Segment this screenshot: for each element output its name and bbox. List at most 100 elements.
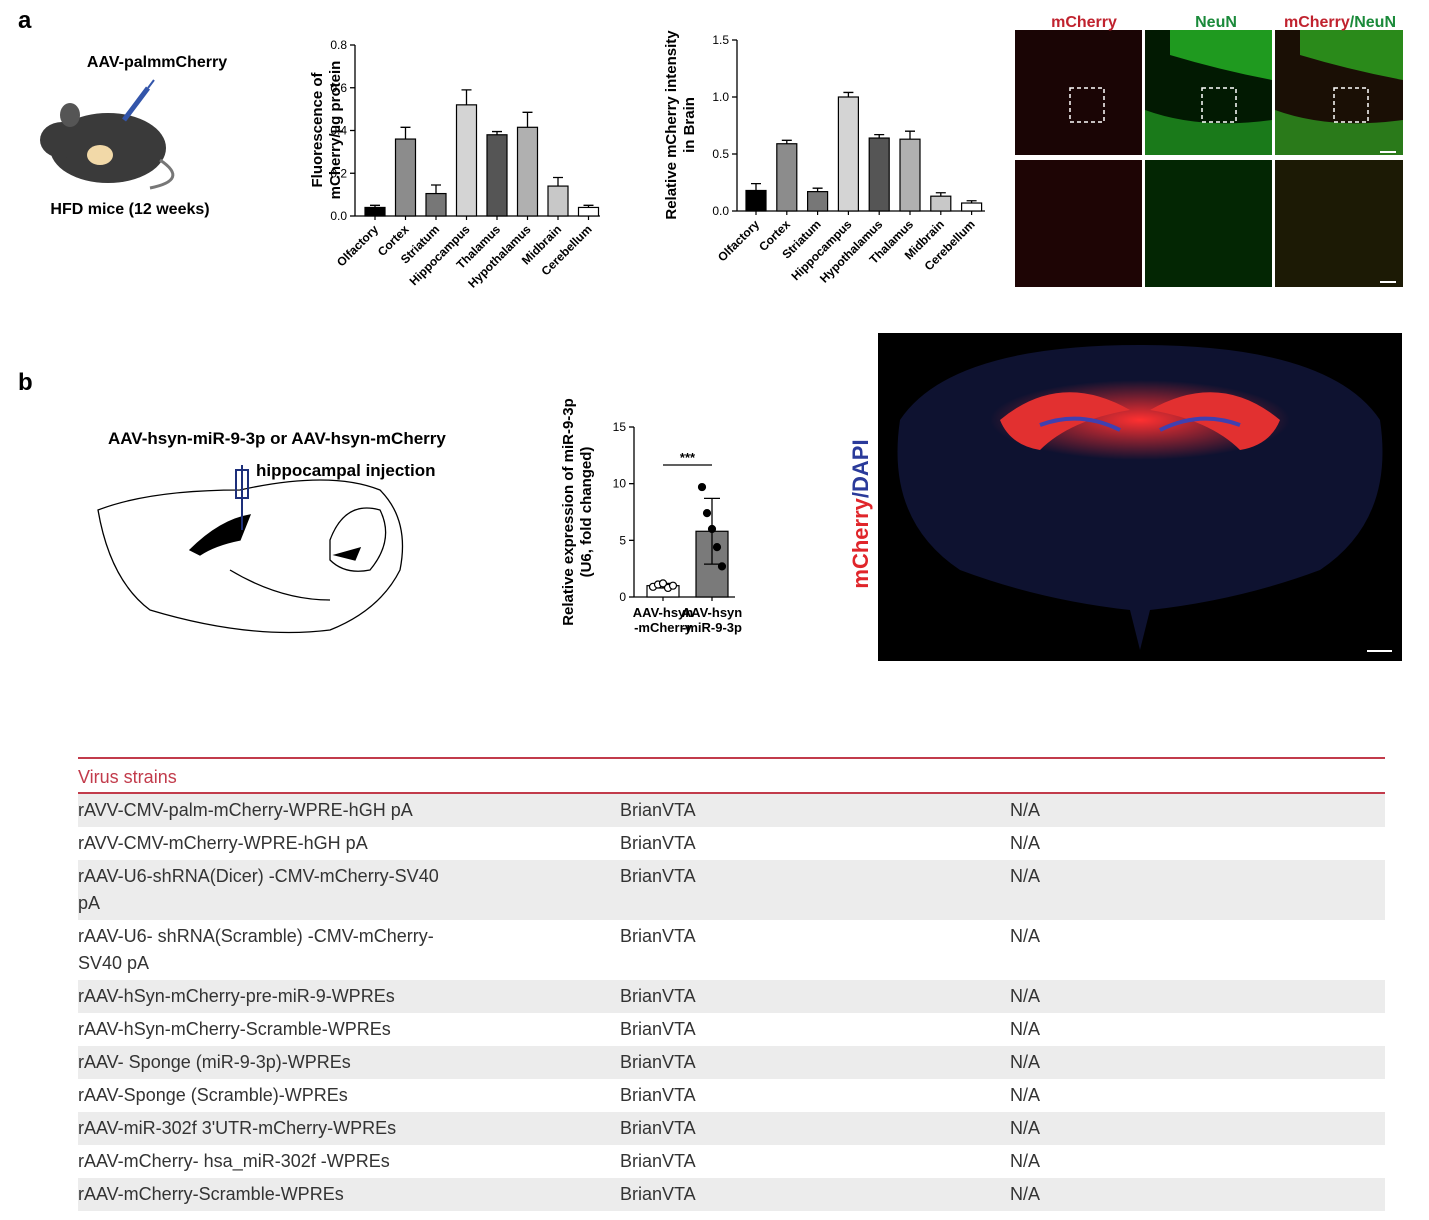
error-bar	[522, 111, 533, 128]
brain-image	[878, 333, 1402, 661]
bar	[577, 206, 600, 217]
table-cell: N/A	[1010, 1082, 1040, 1109]
y-tick-label: 1.5	[712, 33, 729, 47]
image-label: mCherry/NeuN	[1284, 14, 1396, 31]
x-tick-label: AAV-hsyn -mCherry	[633, 605, 693, 635]
table-cell: rAAV-mCherry- hsa_miR-302f -WPREs	[78, 1148, 620, 1175]
table-row: rAAV-miR-302f 3'UTR-mCherry-WPREs BrianVT…	[78, 1112, 1385, 1145]
table-header: Virus strains	[78, 759, 1385, 794]
error-bar	[781, 139, 792, 144]
mouse-drawing	[40, 79, 175, 190]
y-tick-label: 15	[613, 420, 627, 434]
cell-text: rAAV-U6-shRNA(Dicer) -CMV-mCherry-SV40 p…	[78, 866, 439, 913]
significance-label: ***	[680, 450, 696, 465]
cell-text: BrianVTA	[620, 1019, 696, 1039]
cell-text: N/A	[1010, 926, 1041, 946]
bar	[486, 134, 508, 217]
table-cell: rAAV-mCherry-Scramble-WPREs	[78, 1181, 620, 1208]
x-tick-label: Olfactory	[715, 217, 762, 264]
table-cell: rAAV- Sponge (miR-9-3p)-WPREs	[78, 1049, 620, 1076]
error-bar	[400, 126, 411, 140]
cell-text: rAAV-Sponge (Scramble)-WPREs	[78, 1085, 348, 1105]
x-tick-label-line: -miR-9-3p	[682, 620, 742, 635]
bar	[364, 206, 386, 217]
cell-text: rAAV-hSyn-mCherry-Scramble-WPREs	[78, 1019, 391, 1039]
cell-text: BrianVTA	[620, 1151, 696, 1171]
table-row: rAAV-mCherry-Scramble-WPREs BrianVTA N/A	[78, 1178, 1385, 1211]
y-axis-label-line: in Brain	[681, 97, 698, 153]
table-cell: rAAV-U6-shRNA(Dicer) -CMV-mCherry-SV40 p…	[78, 863, 620, 917]
table-cell: BrianVTA	[620, 797, 1010, 824]
table-row: rAAV-Sponge (Scramble)-WPREs BrianVTA N/A	[78, 1079, 1385, 1112]
table-cell: rAVV-CMV-palm-mCherry-WPRE-hGH pA	[78, 797, 620, 824]
table-cell: BrianVTA	[620, 1115, 1010, 1142]
panel-label: a	[18, 7, 32, 34]
x-tick-label: Olfactory	[334, 222, 381, 269]
cell-text: rAAV-mCherry-Scramble-WPREs	[78, 1184, 344, 1204]
cell-text: rAAV-hSyn-mCherry-pre-miR-9-WPREs	[78, 986, 395, 1006]
cell-text: rAVV-CMV-palm-mCherry-WPRE-hGH pA	[78, 800, 413, 820]
y-axis-label-line: (U6, fold changed)	[578, 447, 595, 578]
table-cell: N/A	[1010, 1148, 1040, 1175]
y-axis-label: Relative mCherry intensityin Brain	[663, 30, 698, 220]
data-point	[668, 581, 678, 590]
error-bar	[843, 91, 854, 97]
error-bar	[461, 89, 472, 105]
y-tick-label: 0.6	[330, 81, 347, 95]
error-bar	[812, 187, 823, 192]
error-bar	[431, 184, 441, 194]
cell-text: N/A	[1010, 1085, 1041, 1105]
cell-text: N/A	[1010, 1019, 1041, 1039]
table-cell: BrianVTA	[620, 923, 1010, 977]
cell-text: BrianVTA	[620, 1118, 696, 1138]
data-point	[697, 482, 707, 492]
cell-text: BrianVTA	[620, 926, 696, 946]
y-tick-label: 0.0	[712, 204, 729, 218]
bar	[516, 126, 539, 217]
y-tick-label: 0.8	[330, 38, 347, 52]
table-row: rAAV-hSyn-mCherry-pre-miR-9-WPREs BrianVT…	[78, 980, 1385, 1013]
y-axis-label-line: Relative expression of miR-9-3p	[560, 398, 577, 626]
table-cell: N/A	[1010, 1115, 1040, 1142]
y-tick-label: 0.4	[330, 124, 347, 138]
y-tick-label: 5	[619, 533, 626, 547]
error-bar	[751, 182, 761, 191]
table-cell: N/A	[1010, 1181, 1040, 1208]
cell-text: BrianVTA	[620, 800, 696, 820]
table-cell: BrianVTA	[620, 1016, 1010, 1043]
cell-text: BrianVTA	[620, 833, 696, 853]
cell-text: N/A	[1010, 866, 1041, 886]
image-label: mCherry/DAPI	[848, 439, 873, 588]
table-cell: BrianVTA	[620, 830, 1010, 857]
data-point	[717, 562, 727, 571]
y-tick-label: 0.0	[330, 209, 347, 223]
cell-text: BrianVTA	[620, 1184, 696, 1204]
image-label-part: /NeuN	[1350, 14, 1396, 31]
image-label-part: /DAPI	[848, 439, 873, 498]
bar	[745, 189, 767, 212]
table-cell: BrianVTA	[620, 1148, 1010, 1175]
table-cell: N/A	[1010, 983, 1040, 1010]
injection-label: hippocampal injection	[256, 461, 435, 480]
cell-text: rAAV-U6- shRNA(Scramble) -CMV-mCherry-SV…	[78, 926, 434, 973]
y-axis-label-line: Fluorescence of	[309, 71, 326, 187]
y-tick-label: 10	[613, 477, 627, 491]
table-cell: rAAV-Sponge (Scramble)-WPREs	[78, 1082, 620, 1109]
table-cell: rAAV-hSyn-mCherry-pre-miR-9-WPREs	[78, 983, 620, 1010]
cell-text: BrianVTA	[620, 1085, 696, 1105]
cell-text: N/A	[1010, 1052, 1041, 1072]
error-bar	[492, 130, 502, 135]
y-tick-label: 0	[619, 590, 626, 604]
x-tick-label-line: -mCherry	[634, 620, 693, 635]
table-body: rAVV-CMV-palm-mCherry-WPRE-hGH pA BrianVT…	[78, 794, 1385, 1211]
cell-text: BrianVTA	[620, 866, 696, 886]
figure: a b c AAV-palmmCherry HFD mice (12 weeks…	[18, 7, 1403, 661]
data-point	[702, 509, 712, 518]
cell-text: N/A	[1010, 1118, 1041, 1138]
table-cell: N/A	[1010, 830, 1040, 857]
table-row: rAVV-CMV-mCherry-WPRE-hGH pA BrianVTA N/A	[78, 827, 1385, 860]
table-cell: BrianVTA	[620, 1049, 1010, 1076]
x-tick-label-line: AAV-hsyn	[633, 605, 693, 620]
table-cell: N/A	[1010, 863, 1040, 917]
